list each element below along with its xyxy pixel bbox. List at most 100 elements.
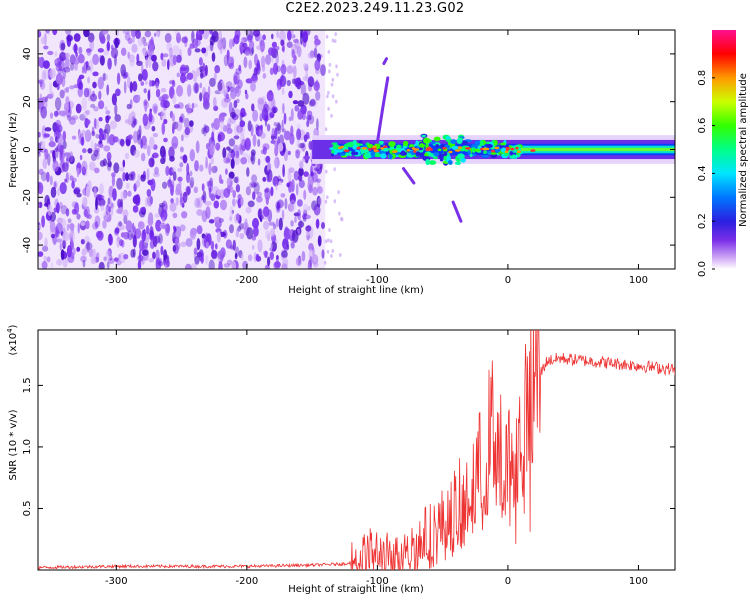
noise-blob [127, 37, 133, 45]
noise-blob [303, 135, 311, 140]
noise-blob [87, 148, 93, 154]
noise-blob [99, 143, 104, 149]
noise-blob [132, 235, 137, 248]
noise-blob [75, 103, 82, 114]
carrier-blob [451, 145, 459, 150]
carrier-blob [450, 139, 457, 145]
noise-blob [60, 42, 66, 51]
noise-blob [235, 184, 241, 193]
noise-blob [216, 189, 224, 197]
noise-blob [43, 45, 49, 50]
noise-blob [170, 183, 174, 196]
noise-blob [198, 57, 203, 66]
noise-blob [270, 242, 273, 250]
noise-blob [324, 127, 328, 132]
carrier-peak [343, 149, 350, 152]
noise-blob [69, 85, 75, 90]
noise-blob [214, 216, 222, 222]
carrier-blob [345, 152, 350, 157]
spectrogram-y-label: Frequency (Hz) [8, 112, 19, 188]
noise-blob [102, 72, 106, 82]
noise-blob [312, 186, 318, 196]
noise-blob [309, 98, 316, 106]
noise-blob [56, 83, 60, 91]
noise-blob [136, 53, 140, 63]
noise-blob [139, 240, 145, 252]
noise-blob [249, 49, 254, 56]
noise-blob [199, 82, 203, 89]
noise-blob [104, 106, 108, 111]
noise-blob [113, 162, 120, 174]
noise-blob [297, 45, 302, 58]
noise-blob [240, 157, 248, 165]
noise-blob [101, 30, 109, 35]
noise-blob [232, 37, 235, 47]
noise-blob [138, 73, 143, 82]
noise-blob [218, 260, 223, 269]
noise-blob [251, 47, 255, 55]
noise-blob [191, 102, 195, 110]
noise-blob [242, 222, 249, 230]
carrier-peak [392, 150, 398, 153]
noise-blob [193, 186, 198, 194]
y-tick-label: 1.0 [22, 439, 33, 455]
noise-blob [164, 33, 172, 43]
carrier-blob [456, 137, 463, 144]
noise-blob [88, 248, 94, 258]
noise-blob [253, 30, 261, 37]
noise-blob [228, 101, 233, 115]
carrier-blob [402, 140, 409, 147]
noise-blob [272, 176, 280, 187]
y-tick-label: -40 [22, 237, 33, 253]
noise-blob [284, 198, 288, 210]
noise-blob [114, 114, 121, 122]
noise-blob [124, 152, 130, 160]
noise-blob [248, 59, 252, 70]
snr-frame [37, 329, 676, 571]
noise-blob [281, 119, 284, 133]
noise-blob [59, 201, 63, 209]
noise-blob [244, 218, 248, 227]
noise-blob [239, 144, 244, 155]
noise-blob [229, 38, 233, 50]
noise-blob [202, 30, 210, 40]
noise-blob [116, 177, 123, 190]
noise-blob [136, 60, 143, 66]
noise-blob [152, 251, 156, 260]
noise-blob [226, 177, 233, 188]
noise-blob [189, 170, 193, 177]
noise-blob [326, 195, 329, 200]
carrier-peak [530, 149, 536, 152]
noise-blob [78, 74, 85, 80]
noise-blob [108, 234, 113, 246]
noise-blob [307, 52, 315, 59]
noise-blob [286, 65, 294, 74]
carrier-peak [413, 150, 417, 153]
noise-blob [243, 56, 248, 69]
carrier-peak [373, 149, 378, 152]
noise-blob [278, 30, 286, 42]
carrier-blob [415, 140, 419, 147]
carrier-blob [356, 143, 363, 146]
noise-blob [201, 183, 205, 192]
noise-blob [163, 137, 168, 143]
colorbar-tick-label: 0.0 [697, 261, 708, 277]
noise-blob [272, 224, 277, 230]
noise-blob [64, 57, 70, 69]
x-tick-label: -100 [366, 576, 389, 587]
noise-blob [270, 228, 276, 237]
noise-blob [97, 76, 105, 90]
noise-blob [225, 81, 233, 90]
noise-blob [278, 217, 283, 231]
noise-blob [232, 190, 236, 198]
noise-blob [190, 227, 198, 236]
noise-blob [305, 131, 310, 139]
noise-blob [310, 171, 314, 177]
noise-blob [153, 105, 158, 115]
noise-blob [276, 122, 281, 131]
noise-blob [125, 172, 129, 182]
noise-blob [140, 139, 144, 149]
noise-blob [180, 73, 186, 84]
noise-blob [191, 30, 195, 44]
noise-blob [172, 245, 177, 252]
